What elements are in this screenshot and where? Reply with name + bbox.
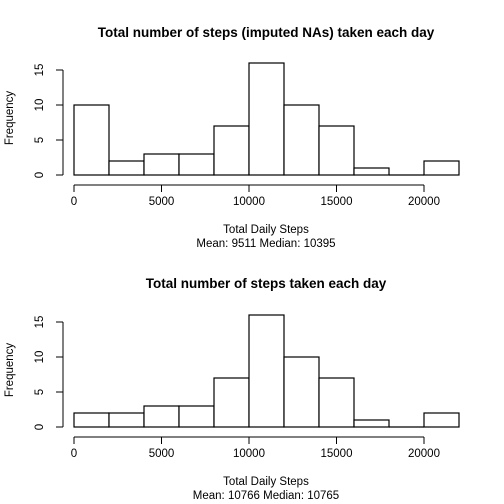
histogram-bar	[143, 153, 180, 176]
y-axis-label-1: Frequency	[4, 91, 16, 146]
x-tick-label: 10000	[233, 196, 265, 208]
histogram-bar	[213, 125, 250, 176]
y-tick-label: 15	[34, 64, 46, 77]
histogram-bar	[178, 405, 215, 428]
histogram-bar	[73, 104, 110, 176]
x-tick-label: 5000	[149, 448, 175, 460]
histogram-bar	[108, 412, 145, 428]
y-tick-label: 0	[34, 424, 46, 430]
histogram-bar	[283, 356, 320, 428]
x-axis-label-2: Total Daily Steps	[223, 476, 309, 488]
y-tick-label: 10	[34, 99, 46, 112]
bars-group-1	[73, 62, 460, 176]
histogram-bar	[353, 167, 390, 176]
histogram-bar	[248, 314, 285, 428]
x-tick-label: 5000	[149, 196, 175, 208]
y-axis-2: 0 5 10 15	[34, 316, 64, 430]
y-tick-label: 0	[34, 172, 46, 178]
histogram-bar	[143, 405, 180, 428]
summary-stats-1: Mean: 9511 Median: 10395	[196, 238, 335, 250]
x-tick-label: 15000	[321, 196, 353, 208]
x-tick-label: 20000	[408, 196, 440, 208]
histogram-bar	[318, 377, 355, 428]
y-tick-label: 5	[34, 137, 46, 143]
summary-stats-2: Mean: 10766 Median: 10765	[193, 490, 339, 502]
x-tick-label: 10000	[233, 448, 265, 460]
y-tick-label: 5	[34, 389, 46, 395]
histogram-bar	[213, 377, 250, 428]
histogram-bar	[423, 412, 460, 428]
histogram-bar	[423, 160, 460, 176]
histogram-bar	[178, 153, 215, 176]
y-axis-1: 0 5 10 15	[34, 64, 64, 178]
bars-group-2	[73, 314, 460, 428]
y-tick-label: 10	[34, 351, 46, 364]
x-axis-2: 0 5000 10000 15000 20000	[71, 436, 440, 460]
x-tick-label: 0	[71, 196, 77, 208]
x-tick-label: 20000	[408, 448, 440, 460]
histogram-panel-2: Total number of steps taken each day Tot…	[4, 276, 460, 502]
chart-title-1: Total number of steps (imputed NAs) take…	[98, 25, 435, 40]
histogram-bar	[283, 104, 320, 176]
histogram-panel-1: Total number of steps (imputed NAs) take…	[4, 25, 460, 250]
histogram-bar	[73, 412, 110, 428]
histogram-bar	[318, 125, 355, 176]
y-tick-label: 15	[34, 316, 46, 329]
x-axis-1: 0 5000 10000 15000 20000	[71, 184, 440, 208]
histogram-bar	[248, 62, 285, 176]
x-tick-label: 15000	[321, 448, 353, 460]
chart-title-2: Total number of steps taken each day	[146, 276, 387, 291]
y-axis-label-2: Frequency	[4, 343, 16, 398]
histogram-bar	[353, 419, 390, 428]
histogram-bar	[108, 160, 145, 176]
x-tick-label: 0	[71, 448, 77, 460]
x-axis-label-1: Total Daily Steps	[223, 224, 309, 236]
